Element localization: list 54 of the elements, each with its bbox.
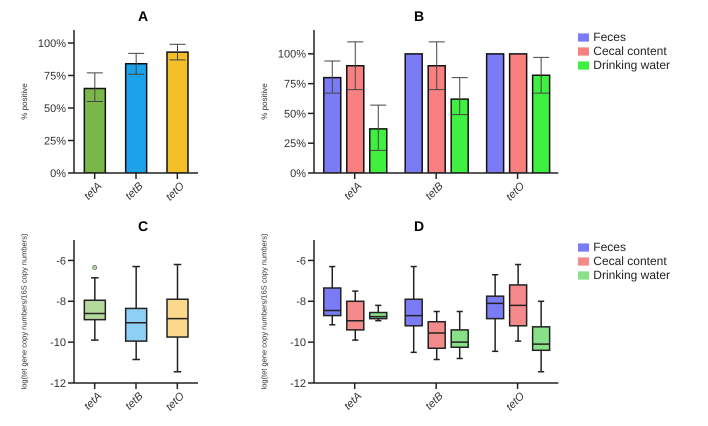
- x-tick-label: tetB: [423, 390, 446, 412]
- y-tick-label: -8: [56, 296, 66, 308]
- x-tick-label: tetO: [504, 390, 528, 414]
- bar: [532, 74, 550, 173]
- legend-label: Cecal content: [593, 254, 667, 268]
- y-tick-label: 75%: [44, 70, 66, 82]
- y-axis-title: % positive: [260, 82, 269, 120]
- y-axis-title: % positive: [20, 82, 29, 120]
- bar: [166, 51, 189, 173]
- y-tick-label: -12: [290, 378, 306, 390]
- y-tick-label: 0%: [50, 168, 66, 180]
- y-tick-label: -10: [50, 337, 66, 350]
- y-tick-label: 100%: [278, 48, 306, 61]
- legend-label: Drinking water: [593, 268, 670, 282]
- legend-label: Drinking water: [593, 58, 670, 72]
- chart-title: B: [412, 8, 426, 24]
- x-tick-label: tetO: [164, 390, 188, 414]
- bar: [369, 128, 388, 173]
- bar: [84, 88, 106, 173]
- y-tick-label: 25%: [284, 138, 306, 150]
- bar: [323, 76, 342, 173]
- chart-title: D: [412, 218, 426, 234]
- bar: [124, 63, 148, 173]
- y-tick-label: -6: [296, 255, 306, 268]
- chart-title: C: [136, 218, 150, 234]
- bar: [404, 53, 423, 173]
- y-tick-label: -12: [50, 378, 66, 390]
- x-tick-label: tetB: [123, 180, 146, 202]
- y-tick-label: 25%: [44, 135, 66, 148]
- legend-label: Cecal content: [593, 44, 667, 58]
- x-tick-label: tetA: [82, 180, 104, 202]
- x-tick-label: tetA: [82, 390, 104, 412]
- y-tick-label: 75%: [284, 78, 306, 91]
- y-tick-label: 100%: [38, 38, 66, 50]
- bar: [486, 53, 504, 173]
- x-tick-label: tetO: [164, 180, 188, 204]
- y-tick-label: -8: [296, 296, 306, 308]
- y-tick-label: -10: [290, 337, 306, 350]
- x-tick-label: tetA: [342, 180, 364, 202]
- y-tick-label: 50%: [44, 102, 66, 115]
- legend-label: Feces: [593, 240, 626, 254]
- legend-label: Feces: [593, 30, 626, 44]
- x-tick-label: tetA: [342, 390, 364, 412]
- bar: [427, 65, 446, 173]
- y-tick-label: -6: [56, 255, 66, 268]
- bar: [346, 65, 365, 173]
- x-tick-label: tetO: [504, 180, 528, 204]
- chart-title: A: [136, 8, 150, 24]
- bar: [450, 98, 469, 173]
- bar: [508, 53, 528, 173]
- x-tick-label: tetB: [123, 390, 146, 412]
- x-tick-label: tetB: [423, 180, 446, 202]
- y-tick-label: 0%: [290, 168, 306, 180]
- y-tick-label: 50%: [284, 108, 306, 120]
